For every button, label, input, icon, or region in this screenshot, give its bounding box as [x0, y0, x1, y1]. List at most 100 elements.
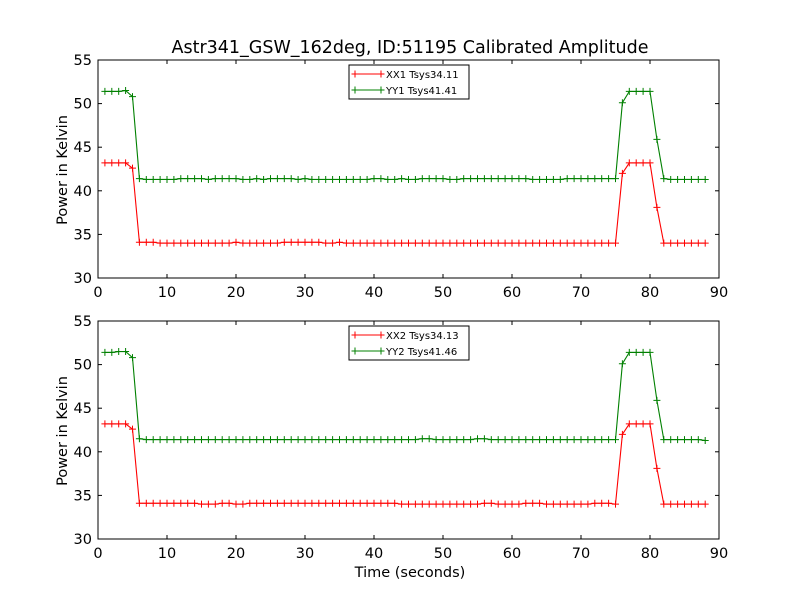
- bottom-series-yy-point: [508, 436, 516, 444]
- top-series-xx-point: [232, 238, 240, 246]
- bottom-series-yy-point: [191, 436, 199, 444]
- bottom-series-xx-point: [494, 500, 502, 508]
- bottom-series-yy-point: [273, 436, 281, 444]
- bottom-series-yy-point: [349, 436, 357, 444]
- x-axis-label: Time (seconds): [354, 565, 466, 581]
- bottom-series-yy-point: [474, 435, 481, 443]
- top-series-xx-point: [605, 239, 613, 247]
- bottom-series-xx-point: [418, 500, 426, 508]
- bottom-series-yy-point: [563, 436, 571, 444]
- bottom-series-yy-point: [398, 436, 406, 444]
- top-x-tick-label: 40: [365, 285, 383, 301]
- top-series-yy-point: [184, 175, 192, 183]
- top-series-yy-point: [681, 175, 688, 183]
- bottom-series-xx-point: [246, 499, 254, 507]
- top-series-yy-point: [253, 175, 261, 183]
- bottom-series-xx-point: [694, 500, 702, 508]
- top-series-xx-point: [522, 239, 530, 247]
- bottom-series-yy-point: [536, 436, 544, 444]
- bottom-legend-entry-xx-marker: [377, 331, 385, 339]
- bottom-series-xx-point: [687, 500, 695, 508]
- top-series-yy-point: [501, 175, 509, 183]
- bottom-series-xx-point: [301, 499, 309, 507]
- top-series-xx-point: [398, 239, 406, 247]
- top-series-yy-point: [273, 175, 281, 183]
- top-series-yy-point: [177, 175, 185, 183]
- bottom-series-xx-point: [177, 499, 185, 507]
- top-series-yy-point: [260, 175, 268, 183]
- bottom-series-yy-point: [687, 436, 695, 444]
- top-series-yy-point: [163, 175, 171, 183]
- top-series-yy-point: [280, 175, 288, 183]
- top-series-yy-point: [694, 175, 702, 183]
- bottom-series-yy-point: [377, 436, 385, 444]
- bottom-series-xx-point: [342, 499, 350, 507]
- top-series-xx-point: [577, 239, 585, 247]
- bottom-series-yy-point: [667, 436, 675, 444]
- top-series-yy-point: [115, 87, 123, 95]
- top-x-tick-label: 0: [93, 285, 102, 301]
- bottom-series-xx-point: [425, 500, 433, 508]
- top-series-xx-point: [570, 239, 578, 247]
- top-x-tick-label: 10: [158, 285, 176, 301]
- bottom-series-yy-point: [501, 436, 509, 444]
- bottom-series-yy-point: [225, 436, 233, 444]
- top-series-xx-point: [301, 238, 309, 246]
- bottom-series-yy-point: [363, 436, 371, 444]
- top-series-yy-point: [129, 93, 136, 101]
- top-legend: XX1 Tsys34.11 YY1 Tsys41.41: [348, 64, 470, 100]
- top-series-xx-point: [108, 159, 116, 167]
- bottom-series-xx-point: [536, 499, 544, 507]
- bottom-series-yy-point: [605, 436, 613, 444]
- bottom-series-yy-point: [584, 436, 592, 444]
- top-series-yy-point: [287, 175, 295, 183]
- top-series-yy-point: [660, 175, 668, 183]
- top-series-xx-point: [694, 239, 702, 247]
- bottom-series-xx-point: [163, 499, 171, 507]
- bottom-series-xx-point: [267, 499, 274, 507]
- top-series-yy-point: [674, 175, 682, 183]
- top-series-yy-point: [108, 87, 116, 95]
- top-series-yy-point: [405, 175, 412, 183]
- bottom-x-tick-label: 30: [296, 546, 314, 562]
- top-series-yy-point: [556, 175, 564, 183]
- top-series-yy-point: [563, 175, 571, 183]
- top-series-xx-point: [536, 239, 544, 247]
- top-series-xx-point: [391, 239, 399, 247]
- bottom-series-yy-point: [315, 436, 323, 444]
- top-series-xx-point: [446, 239, 454, 247]
- top-series-xx-point: [273, 239, 281, 247]
- top-series-yy-point: [467, 175, 475, 183]
- bottom-series-yy-point: [639, 348, 647, 356]
- bottom-series-yy-point: [529, 436, 537, 444]
- bottom-series-xx-point: [142, 499, 150, 507]
- bottom-series-yy-point: [280, 436, 288, 444]
- bottom-series-yy-point: [653, 396, 661, 404]
- bottom-series-xx-point: [625, 420, 633, 428]
- bottom-series-xx-point: [191, 499, 199, 507]
- top-series-xx-point: [225, 239, 233, 247]
- top-series-xx-point: [170, 239, 178, 247]
- bottom-series-yy-point: [135, 435, 143, 443]
- bottom-series-xx-point: [446, 500, 454, 508]
- top-series-yy-point: [474, 175, 481, 183]
- bottom-series-xx-point: [529, 499, 537, 507]
- bottom-series-xx-point: [363, 499, 371, 507]
- top-series-yy-point: [605, 175, 613, 183]
- bottom-series-xx-point: [280, 499, 288, 507]
- top-series-yy-point: [391, 175, 399, 183]
- bottom-series-xx-point: [239, 500, 247, 508]
- bottom-x-tick-label: 90: [710, 546, 728, 562]
- bottom-series-yy-point: [322, 436, 330, 444]
- top-series-xx-point: [453, 239, 461, 247]
- bottom-series-xx-point: [612, 500, 619, 508]
- top-series-xx-point: [674, 239, 682, 247]
- bottom-series-yy-point: [370, 436, 378, 444]
- top-series-yy-point: [211, 175, 219, 183]
- top-series-xx-point: [239, 239, 247, 247]
- bottom-series-yy-point: [211, 436, 219, 444]
- top-series-yy-point: [487, 175, 495, 183]
- bottom-series-xx-point: [253, 499, 261, 507]
- top-series-yy-point: [418, 175, 426, 183]
- bottom-series-yy-point: [177, 436, 185, 444]
